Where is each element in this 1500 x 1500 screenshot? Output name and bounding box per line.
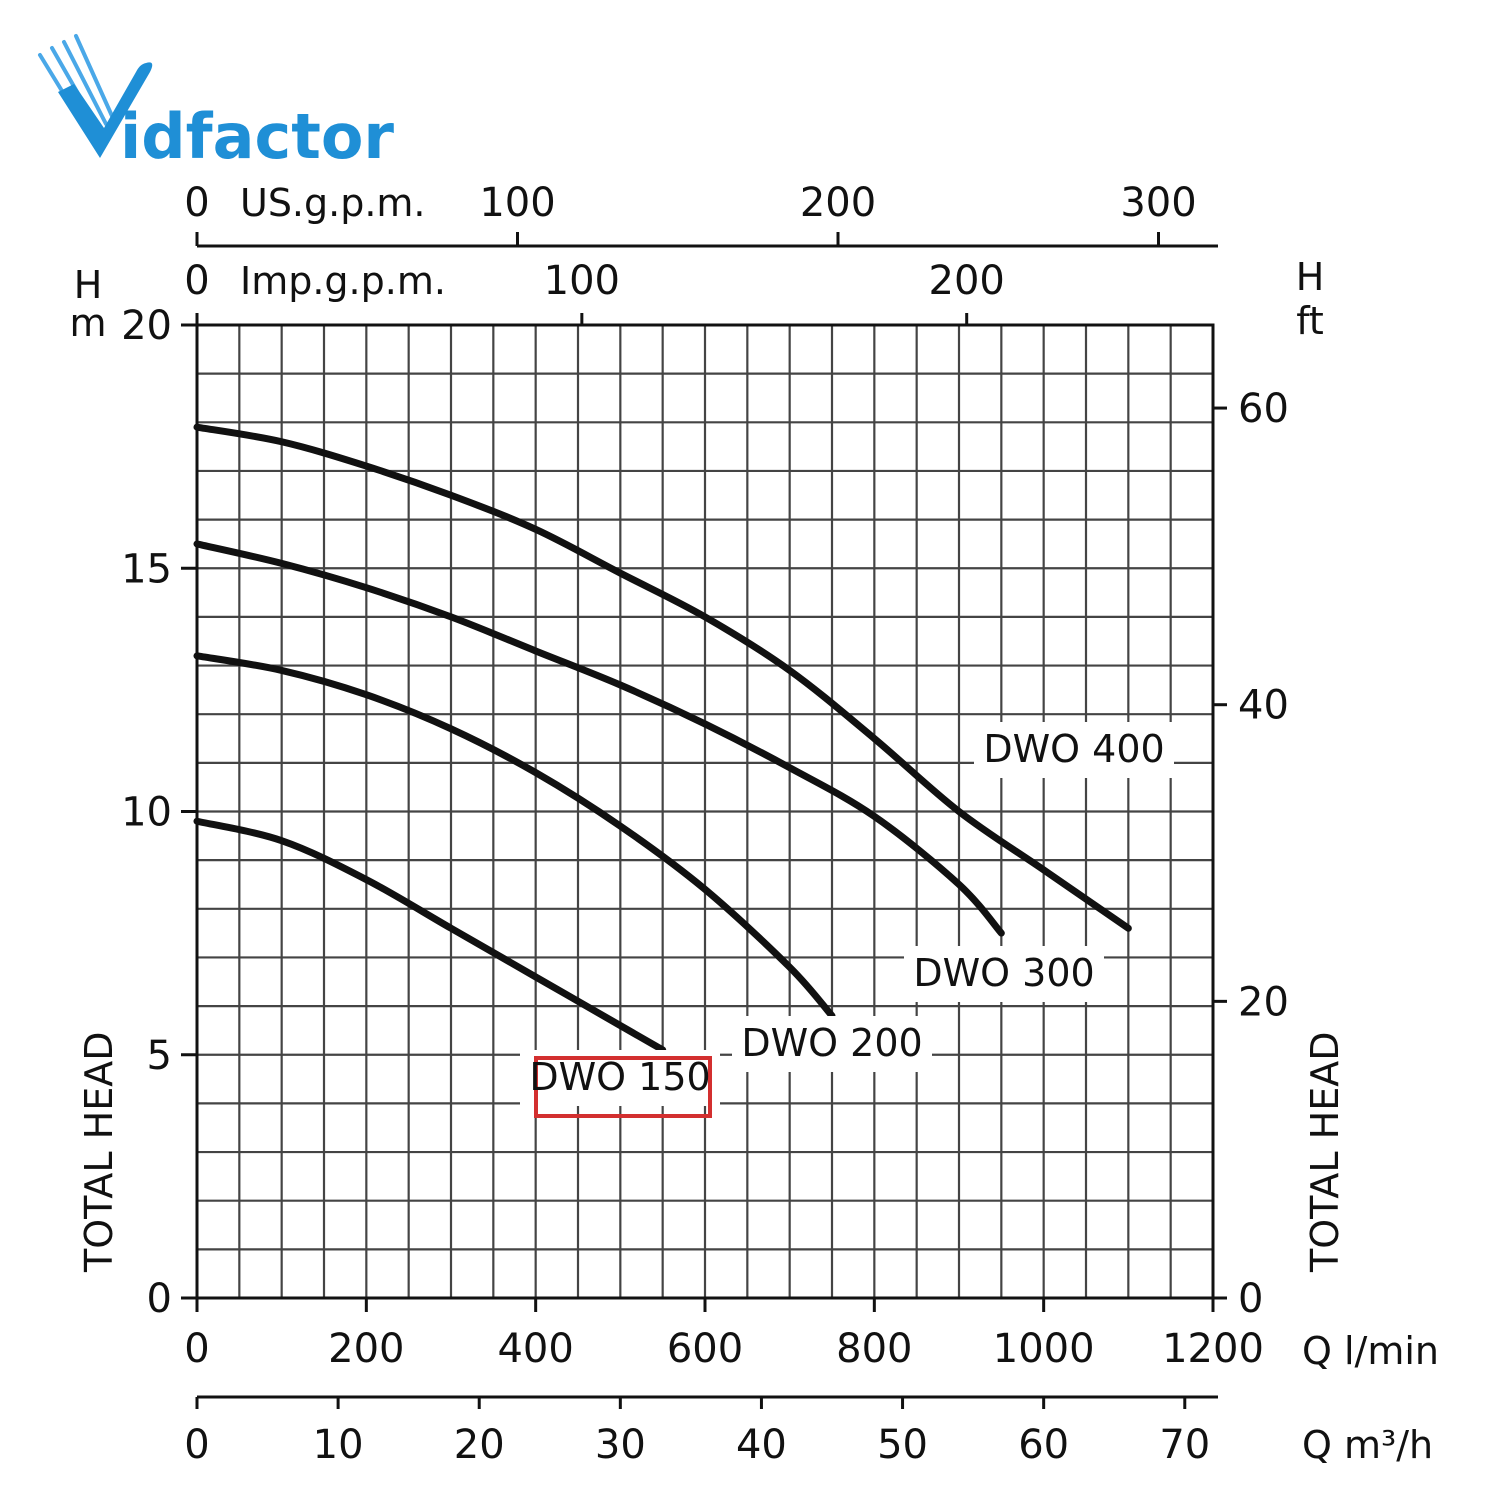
- us-gpm-unit-label: US.g.p.m.: [240, 181, 426, 225]
- x-tick-label-m3h: 60: [1018, 1422, 1069, 1468]
- x-tick-label-usgpm: 0: [184, 180, 209, 226]
- left-m-unit-label: m: [69, 301, 106, 345]
- x-tick-label-impgpm: 200: [929, 258, 1005, 304]
- y-tick-label-m: 5: [147, 1033, 172, 1079]
- chart-grid: [195, 323, 1215, 1300]
- logo-v-bird-icon: [58, 62, 153, 158]
- y-tick-label-m: 10: [121, 790, 172, 836]
- curve-dwo-300: [193, 540, 1005, 937]
- x-tick-label-m3h: 50: [877, 1422, 928, 1468]
- vidfactor-logo: idfactor: [38, 34, 394, 173]
- y-tick-label-ft: 40: [1238, 683, 1289, 729]
- y-tick-label-m: 20: [121, 303, 172, 349]
- curve-dwo-200: [193, 652, 836, 1020]
- x-tick-label-m3h: 70: [1159, 1422, 1210, 1468]
- y-tick-label-m: 0: [147, 1276, 172, 1322]
- right-ft-unit-label: ft: [1296, 299, 1324, 343]
- right-h-unit-label: H: [1296, 255, 1325, 299]
- x-tick-label-lmin: 1000: [993, 1326, 1095, 1372]
- chart-curves: [193, 423, 1132, 1054]
- series-label-bg: [974, 722, 1174, 778]
- x-tick-label-lmin: 600: [667, 1326, 743, 1372]
- x-tick-label-m3h: 40: [736, 1422, 787, 1468]
- right-total-head-label: TOTAL HEAD: [1303, 1032, 1347, 1273]
- curve-dwo-400: [193, 423, 1132, 932]
- series-label-dwo-150: DWO 150: [529, 1055, 710, 1099]
- highlight-box: [534, 1056, 712, 1118]
- logo-text: idfactor: [120, 100, 394, 173]
- imp-gpm-unit-label: Imp.g.p.m.: [240, 259, 446, 303]
- x-tick-label-m3h: 0: [184, 1422, 209, 1468]
- left-total-head-label: TOTAL HEAD: [77, 1032, 121, 1273]
- chart-series-labels: DWO 150 DWO 200 DWO 300 DWO 400: [520, 722, 1174, 1118]
- series-label-dwo-200: DWO 200: [741, 1021, 922, 1065]
- series-label-dwo-300: DWO 300: [913, 951, 1094, 995]
- curve-dwo-150: [193, 817, 667, 1054]
- x-tick-label-usgpm: 200: [800, 180, 876, 226]
- y-tick-label-ft: 20: [1238, 979, 1289, 1025]
- y-tick-label-ft: 0: [1238, 1276, 1263, 1322]
- x-tick-label-lmin: 200: [328, 1326, 404, 1372]
- x-tick-label-usgpm: 300: [1120, 180, 1196, 226]
- series-label-bg: [904, 946, 1104, 1002]
- x-tick-label-m3h: 10: [313, 1422, 364, 1468]
- x-tick-label-lmin: 800: [836, 1326, 912, 1372]
- x-tick-label-lmin: 0: [184, 1326, 209, 1372]
- series-label-dwo-400: DWO 400: [983, 727, 1164, 771]
- x-tick-label-impgpm: 100: [544, 258, 620, 304]
- q-m3h-unit-label: Q m³/h: [1302, 1423, 1433, 1467]
- y-tick-label-ft: 60: [1238, 386, 1289, 432]
- x-tick-label-lmin: 400: [497, 1326, 573, 1372]
- q-lmin-unit-label: Q l/min: [1302, 1329, 1439, 1373]
- series-label-bg: [732, 1016, 932, 1072]
- chart-axes: [181, 232, 1227, 1409]
- x-tick-label-m3h: 20: [454, 1422, 505, 1468]
- y-tick-label-m: 15: [121, 546, 172, 592]
- x-tick-label-lmin: 1200: [1162, 1326, 1264, 1372]
- x-tick-label-m3h: 30: [595, 1422, 646, 1468]
- x-tick-label-impgpm: 0: [184, 258, 209, 304]
- x-tick-label-usgpm: 100: [479, 180, 555, 226]
- left-h-unit-label: H: [74, 263, 103, 307]
